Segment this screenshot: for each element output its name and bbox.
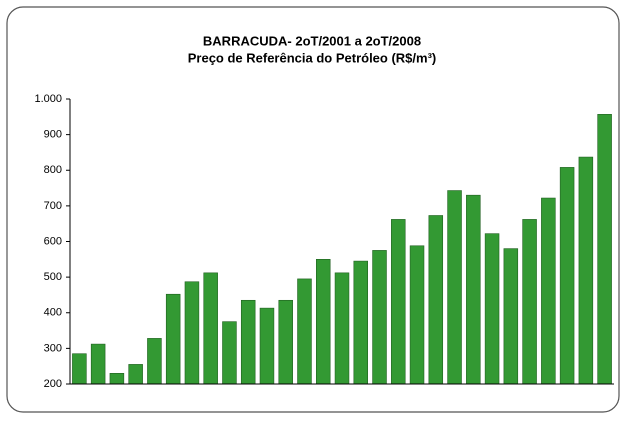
bar (259, 307, 275, 385)
bar (184, 281, 200, 385)
bar (165, 293, 181, 385)
y-tick-label: 700 (44, 200, 62, 212)
y-tick-label: 600 (44, 235, 62, 247)
y-tick-label: 200 (44, 378, 62, 390)
chart-frame (6, 6, 620, 413)
y-tick-label: 400 (44, 307, 62, 319)
bar (147, 338, 162, 385)
bar (353, 260, 368, 385)
bar (428, 215, 444, 385)
bar (391, 219, 406, 385)
bar (503, 248, 519, 385)
bar (203, 272, 218, 385)
bar (466, 194, 481, 385)
bar (447, 190, 462, 385)
bar (334, 272, 350, 385)
y-tick-label: 500 (44, 271, 62, 283)
y-tick-label: 1.000 (34, 93, 62, 105)
bar (72, 353, 87, 385)
chart-title: BARRACUDA- 2oT/2001 a 2oT/2008 (203, 33, 421, 48)
bar (240, 299, 256, 385)
bar (278, 299, 293, 385)
bar (222, 321, 237, 385)
bar (372, 250, 387, 385)
bar (597, 114, 612, 385)
bar (316, 259, 331, 385)
bar (541, 197, 556, 385)
y-tick-label: 300 (44, 342, 62, 354)
bar (109, 373, 125, 385)
bar (409, 245, 425, 385)
bar (578, 156, 594, 385)
y-tick-label: 800 (44, 164, 62, 176)
bar (90, 343, 106, 385)
bar (128, 364, 143, 385)
y-tick-label: 900 (44, 129, 62, 141)
bar (484, 233, 500, 385)
bar (522, 219, 537, 385)
chart-subtitle: Preço de Referência do Petróleo (R$/m³) (188, 50, 437, 65)
bar (297, 278, 312, 385)
bar (559, 167, 575, 385)
